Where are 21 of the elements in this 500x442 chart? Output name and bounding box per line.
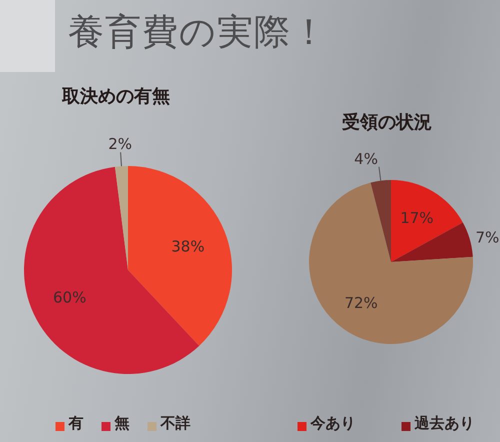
legend-label: 今あり	[310, 414, 356, 432]
data-label: 17%	[400, 209, 434, 228]
data-label: 4%	[354, 150, 378, 168]
pie-slice	[391, 222, 473, 262]
pie-slice	[128, 166, 232, 346]
pie-slice	[309, 182, 473, 344]
data-label: 38%	[171, 237, 205, 256]
legend-label: 不詳	[160, 414, 190, 432]
data-label: 60%	[52, 288, 86, 306]
data-label: 72%	[344, 294, 378, 312]
data-label: 7%	[476, 228, 500, 246]
pie-slice	[370, 180, 391, 262]
chart-title: 取決めの有無	[62, 86, 170, 107]
pie-slice	[391, 180, 463, 262]
legend-label: 過去あり	[414, 414, 474, 432]
legend-label: 有	[68, 414, 84, 432]
legend-label: 無	[114, 414, 130, 432]
data-label: 2%	[108, 135, 132, 154]
chart-title: 受領の状況	[342, 112, 432, 133]
pie-slice	[114, 166, 128, 270]
text: 養育費の実際！	[68, 12, 328, 53]
